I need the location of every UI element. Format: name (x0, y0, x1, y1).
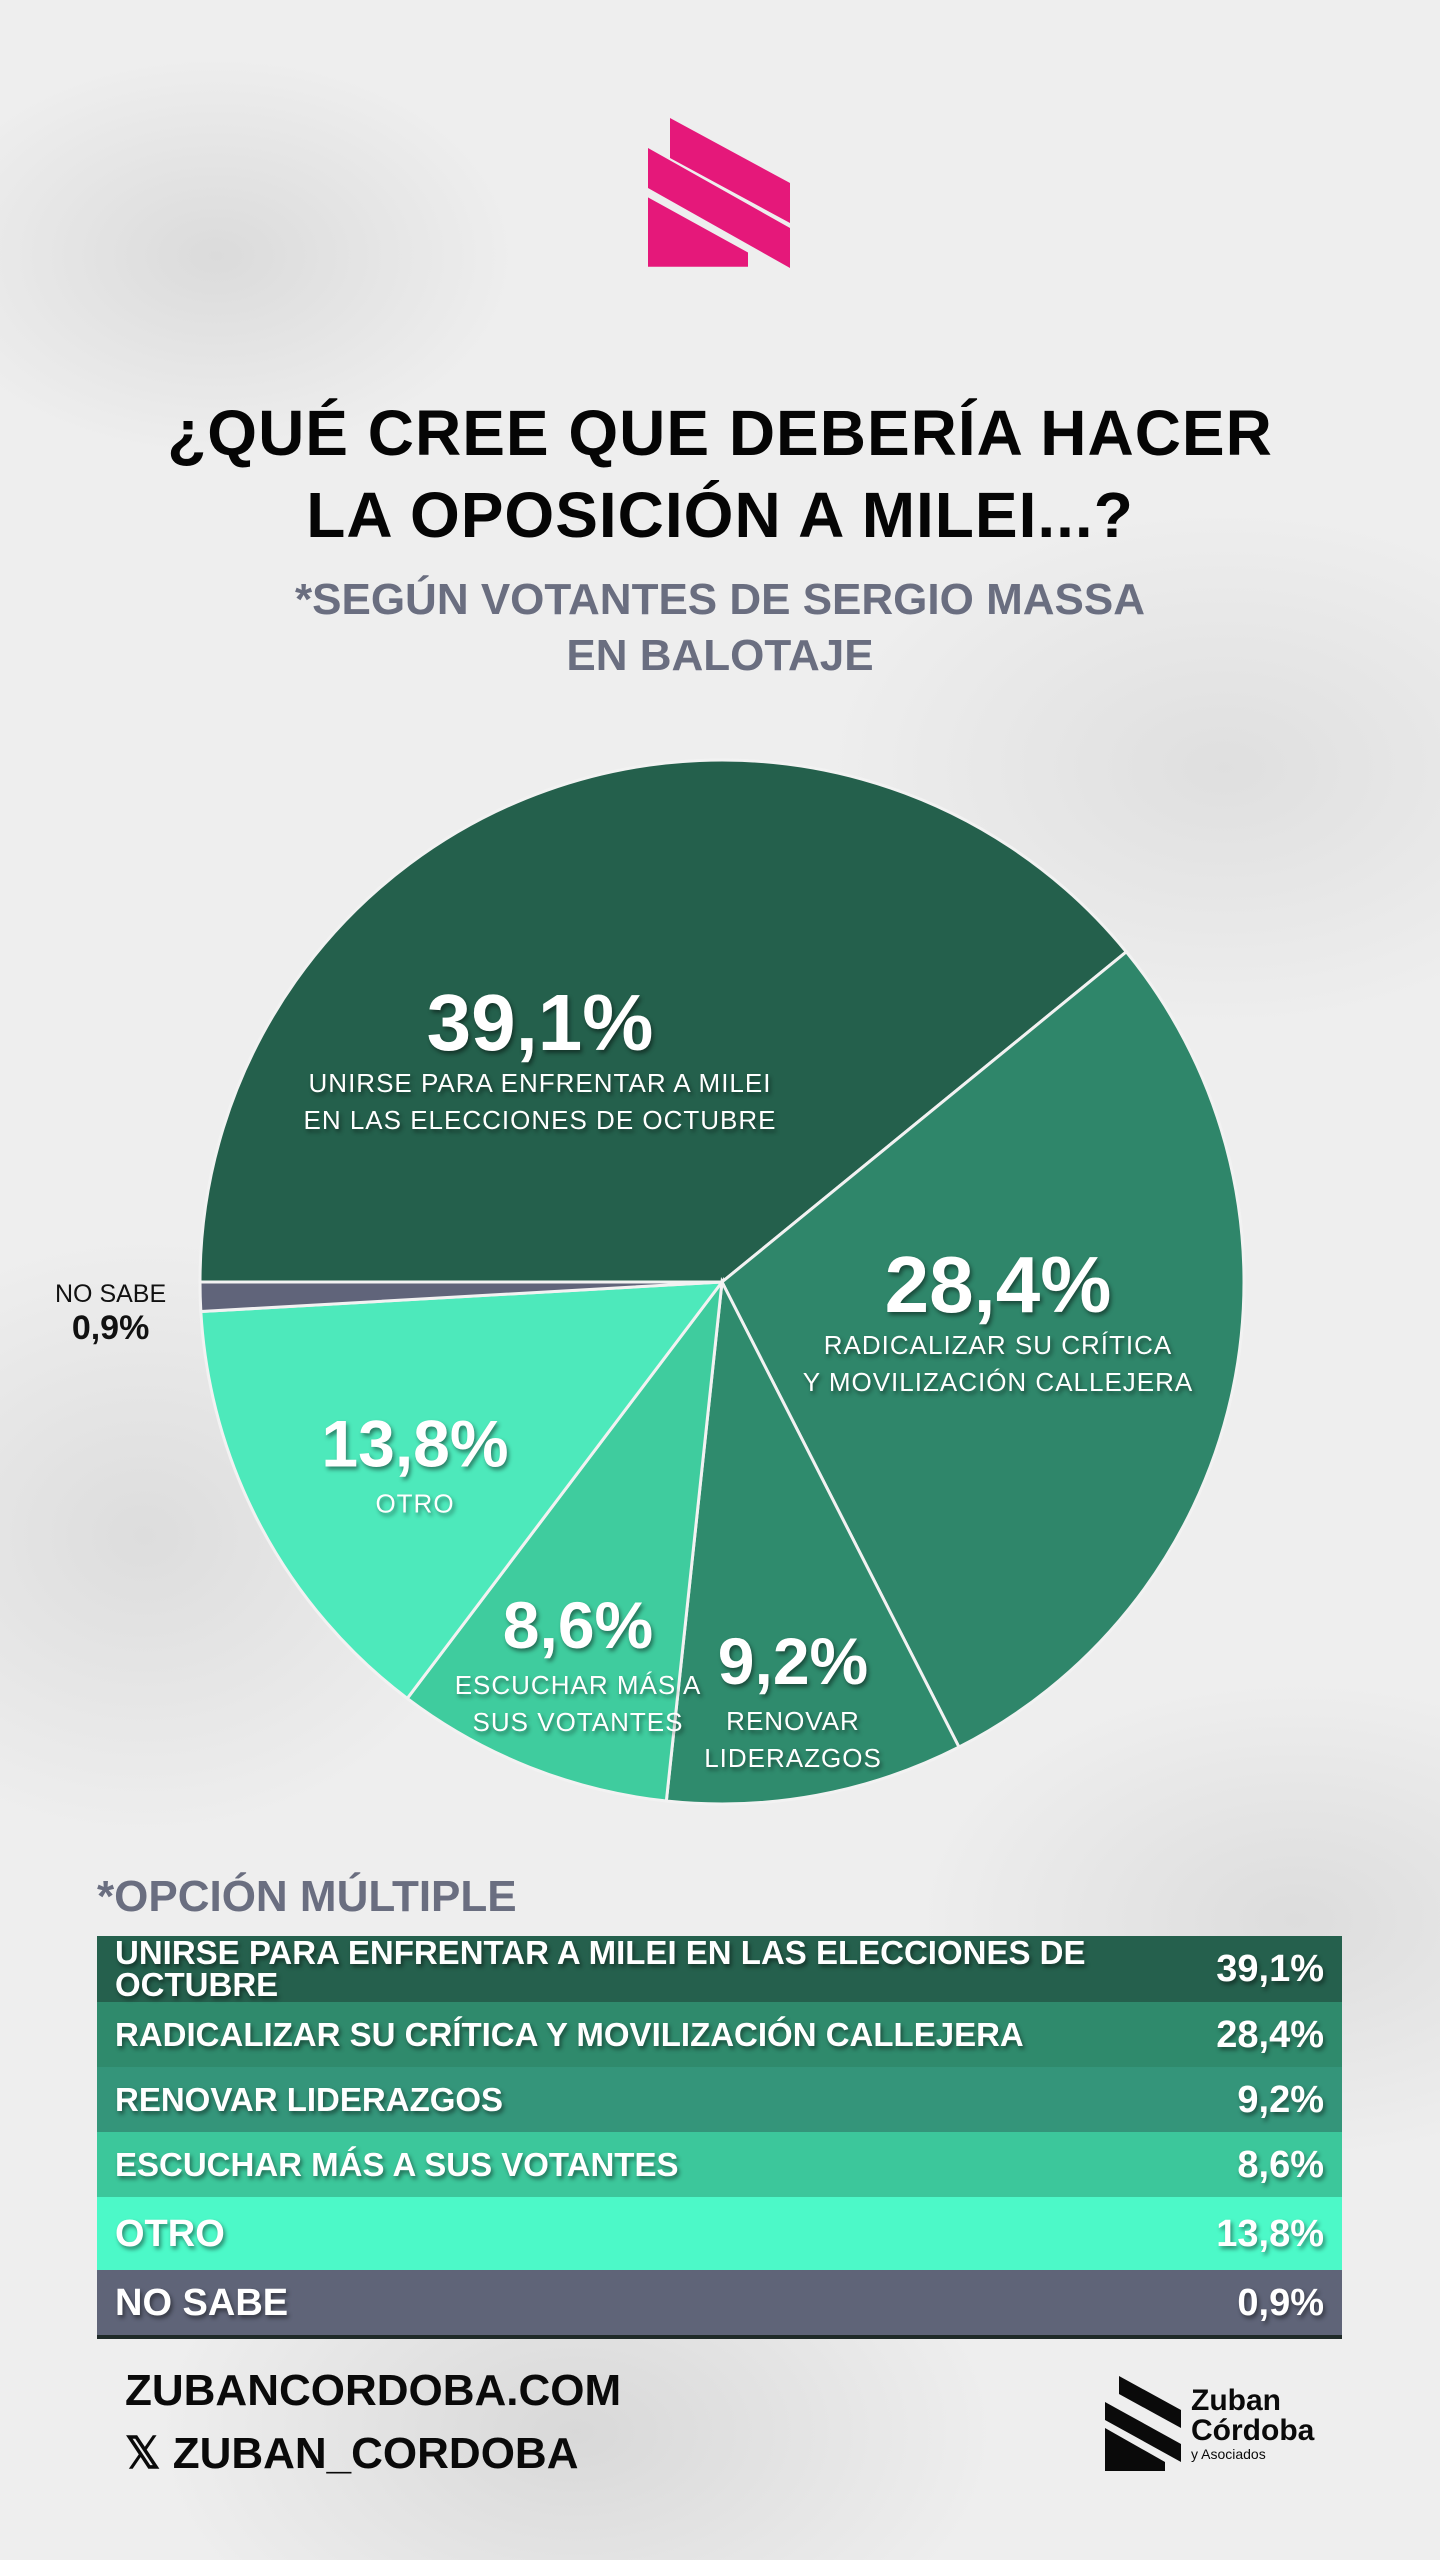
slice-description: Y MOVILIZACIÓN CALLEJERA (802, 1367, 1194, 1397)
multiple-choice-note: *OPCIÓN MÚLTIPLE (97, 1872, 517, 1921)
row-value: 13,8% (1216, 2212, 1324, 2255)
slice-label: 13,8% OTRO (321, 1402, 508, 1523)
website-link[interactable]: ZUBANCORDOBA.COM (125, 2366, 622, 2415)
slice-value: 8,6% (502, 1588, 654, 1662)
table-row: NO SABE 0,9% (97, 2270, 1342, 2337)
slice-description: OTRO (375, 1488, 455, 1519)
slice-value: 9,2% (717, 1624, 869, 1698)
subtitle-line: *SEGÚN VOTANTES DE SERGIO MASSA (295, 575, 1145, 624)
row-value: 9,2% (1237, 2078, 1324, 2121)
pie-slice (199, 1280, 726, 1701)
slice-description: SUS VOTANTES (472, 1707, 684, 1737)
slice-label: 28,4% RADICALIZAR SU CRÍTICA Y MOVILIZACIÓ… (803, 1243, 1194, 1401)
table-row: OTRO 13,8% (97, 2197, 1342, 2270)
x-handle-text: ZUBAN_CORDOBA (172, 2429, 579, 2478)
row-label: NO SABE (115, 2281, 289, 2324)
slice-value: 39,1% (426, 978, 654, 1067)
brand-name: Córdoba (1191, 2414, 1315, 2447)
row-value: 0,9% (1237, 2281, 1324, 2324)
slice-description: EN LAS ELECCIONES DE OCTUBRE (303, 1105, 777, 1135)
brand-mark-icon (1105, 2376, 1181, 2471)
row-label: ESCUCHAR MÁS A SUS VOTANTES (115, 2145, 679, 2183)
slice-value: 13,8% (321, 1406, 509, 1481)
pie-slice (405, 1276, 725, 1803)
brand-name: Zuban (1191, 2384, 1281, 2417)
row-label: RADICALIZAR SU CRÍTICA Y MOVILIZACIÓN CA… (115, 2015, 1024, 2053)
x-handle[interactable]: 𝕏 ZUBAN_CORDOBA (125, 2428, 578, 2479)
row-label: RENOVAR LIDERAZGOS (115, 2080, 504, 2118)
table-row: ESCUCHAR MÁS A SUS VOTANTES 8,6% (97, 2132, 1342, 2197)
slice-label: 39,1% UNIRSE PARA ENFRENTAR A MILEI EN LAS… (304, 981, 777, 1139)
pie-slice (664, 1276, 962, 1806)
slice-description: LIDERAZGOS (704, 1743, 882, 1773)
row-label: UNIRSE PARA ENFRENTAR A MILEI EN LAS ELE… (115, 1934, 1086, 2003)
title-line: ¿QUÉ CREE QUE DEBERÍA HACER (167, 397, 1273, 469)
chart-subtitle: *SEGÚN VOTANTES DE SERGIO MASSA EN BALOT… (0, 572, 1440, 684)
x-icon: 𝕏 (125, 2429, 161, 2478)
table-row: RADICALIZAR SU CRÍTICA Y MOVILIZACIÓN CA… (97, 2002, 1342, 2067)
pie-slice (720, 949, 1246, 1750)
subtitle-line: EN BALOTAJE (566, 631, 874, 680)
slice-description: RENOVAR (726, 1706, 860, 1736)
table-row: UNIRSE PARA ENFRENTAR A MILEI EN LAS ELE… (97, 1936, 1342, 2002)
pie-slice (198, 758, 1129, 1284)
slice-description: ESCUCHAR MÁS A (454, 1670, 702, 1700)
no-sabe-callout: NO SABE 0,9% (55, 1280, 166, 1348)
row-value: 8,6% (1237, 2143, 1324, 2186)
slice-label: 9,2% RENOVAR LIDERAZGOS (704, 1619, 882, 1777)
no-sabe-value: 0,9% (71, 1309, 150, 1347)
results-table: UNIRSE PARA ENFRENTAR A MILEI EN LAS ELE… (97, 1936, 1342, 2339)
table-row: RENOVAR LIDERAZGOS 9,2% (97, 2067, 1342, 2132)
brand-logo: Zuban Córdoba y Asociados (1105, 2376, 1325, 2471)
row-label: OTRO (115, 2212, 225, 2255)
pie-slice (198, 1280, 723, 1314)
slice-value: 28,4% (884, 1240, 1112, 1329)
row-value: 28,4% (1216, 2013, 1324, 2056)
row-value: 39,1% (1216, 1948, 1324, 1990)
chart-title: ¿QUÉ CREE QUE DEBERÍA HACER LA OPOSICIÓN… (0, 392, 1440, 556)
brand-tagline: y Asociados (1191, 2446, 1266, 2462)
slice-description: RADICALIZAR SU CRÍTICA (823, 1330, 1173, 1360)
no-sabe-label: NO SABE (55, 1280, 167, 1308)
title-line: LA OPOSICIÓN A MILEI...? (306, 479, 1134, 551)
brand-logo-pink (648, 118, 790, 268)
slice-description: UNIRSE PARA ENFRENTAR A MILEI (308, 1068, 772, 1098)
slice-label: 8,6% ESCUCHAR MÁS A SUS VOTANTES (455, 1583, 702, 1741)
